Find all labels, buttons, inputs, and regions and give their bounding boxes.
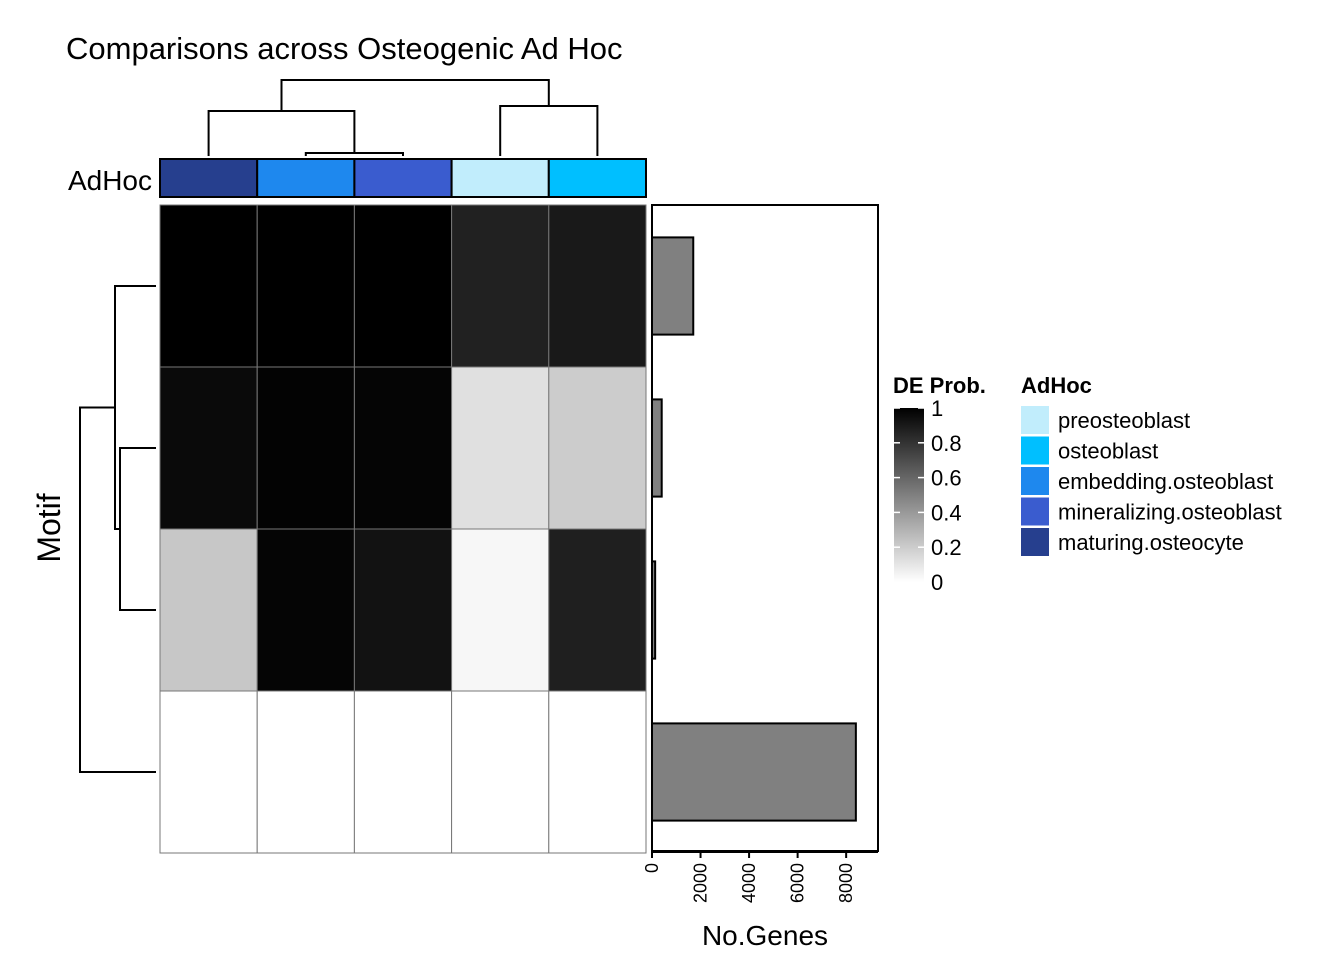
legend-swatch-4 (1021, 497, 1049, 526)
row-dendrogram-merge-2-3 (119, 447, 156, 611)
annotation-cell-4 (450, 158, 550, 198)
heatmap-cell-r2-c2 (256, 366, 355, 530)
heatmap-cell-r2-c5 (548, 366, 647, 530)
color-scale-label-3: 0.4 (931, 500, 962, 525)
heatmap-cell-r1-c5 (548, 204, 647, 368)
annotation-legend: preosteoblast osteoblast embedding.osteobl… (1021, 406, 1282, 556)
color-scale-label-4: 0.6 (931, 466, 962, 491)
legend-swatch-1 (1021, 406, 1049, 434)
legend-label-1: preosteoblast (1058, 408, 1190, 433)
chart-title: Comparisons across Osteogenic Ad Hoc (66, 31, 623, 66)
color-scale-label-1: 0 (931, 570, 943, 595)
heatmap-cell-r1-c3 (353, 204, 453, 368)
col-dendrogram-merge-2-3 (304, 152, 404, 156)
dendrograms (79, 79, 599, 773)
color-scale-label-5: 0.8 (931, 431, 962, 456)
annotation-cell-3 (353, 158, 453, 198)
heatmap-cell-r3-c5 (548, 528, 647, 692)
heatmap-cell-r4-c1 (159, 690, 258, 854)
side-bar-3 (651, 560, 657, 660)
heatmap-cell-r4-c2 (256, 690, 355, 854)
side-bar-2 (651, 398, 663, 498)
heatmap-cell-r2-c4 (451, 366, 550, 530)
side-bar-x-tick-label-4: 6000 (788, 863, 808, 903)
legend-swatch-3 (1021, 467, 1049, 495)
heatmap-cell-r2-c1 (159, 366, 258, 530)
legend-label-5: maturing.osteocyte (1058, 530, 1244, 555)
heatmap-cell-r1-c2 (256, 204, 355, 368)
legend-label-2: osteoblast (1058, 439, 1158, 464)
heatmap-cell-r1-c1 (159, 204, 258, 368)
heatmap-cell-r3-c2 (256, 528, 355, 692)
legend-swatch-5 (1021, 528, 1049, 556)
color-scale-legend: 0 0.2 0.4 0.6 0.8 1 (894, 396, 962, 595)
legend-label-3: embedding.osteoblast (1058, 469, 1273, 494)
side-bar-x-axis-label: No.Genes (702, 920, 828, 951)
heatmap-cell-r3-c3 (353, 528, 453, 692)
color-scale-title: DE Prob. (893, 373, 986, 398)
annotation-label: AdHoc (68, 165, 152, 196)
legend-label-4: mineralizing.osteoblast (1058, 500, 1282, 525)
side-bar-x-tick-label-2: 2000 (691, 863, 711, 903)
color-scale-label-6: 1 (931, 396, 943, 421)
heatmap-cell-r1-c4 (451, 204, 550, 368)
annotation-cell-2 (256, 158, 356, 198)
side-bar-x-tick-label-5: 8000 (836, 863, 856, 903)
heatmap-cell-r4-c4 (451, 690, 550, 854)
heatmap-cell-r4-c5 (548, 690, 647, 854)
row-dendrogram-merge-1-23 (114, 285, 156, 530)
heatmap-cell-r2-c3 (353, 366, 453, 530)
annotation-legend-title: AdHoc (1021, 373, 1092, 398)
col-dendrogram-merge-1-23 (207, 110, 356, 156)
legend-swatch-2 (1021, 436, 1049, 465)
heatmap-cells (159, 204, 647, 854)
side-bar-4 (651, 722, 857, 822)
side-bar-chart: 0 2000 4000 6000 8000 (642, 204, 879, 903)
heatmap-cell-r3-c4 (451, 528, 550, 692)
column-annotation-bar (159, 158, 647, 198)
annotation-cell-5 (547, 158, 647, 198)
col-dendrogram-root (280, 79, 550, 111)
side-bar-1 (651, 236, 695, 336)
heatmap-cell-r4-c3 (353, 690, 453, 854)
row-dendrogram-root (79, 406, 156, 773)
col-dendrogram-merge-4-5 (499, 105, 599, 156)
y-axis-label: Motif (31, 493, 67, 562)
side-bar-x-tick-label-1: 0 (642, 863, 662, 873)
color-scale-label-2: 0.2 (931, 535, 962, 560)
color-scale-bar (894, 408, 924, 582)
annotation-cell-1 (159, 158, 259, 198)
heatmap-cell-r3-c1 (159, 528, 258, 692)
side-bar-x-tick-label-3: 4000 (739, 863, 759, 903)
